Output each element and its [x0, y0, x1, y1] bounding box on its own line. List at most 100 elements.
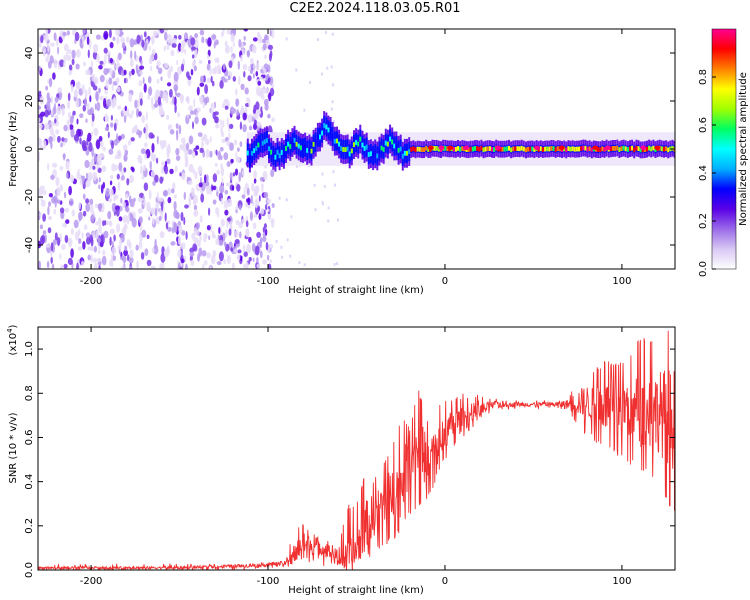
heatmap-cell	[46, 101, 51, 110]
heatmap-cell	[88, 86, 91, 97]
x-tick-label: -100	[257, 576, 280, 587]
heatmap-cell	[541, 147, 544, 152]
heatmap-cell	[156, 135, 159, 145]
heatmap-cell	[256, 263, 261, 269]
heatmap-cell	[159, 231, 165, 239]
heatmap-cell	[179, 172, 182, 177]
heatmap-cell	[254, 186, 259, 196]
heatmap-cell	[264, 165, 267, 169]
heatmap-cell	[194, 38, 199, 49]
heatmap-cell	[143, 182, 149, 191]
heatmap-cell	[618, 147, 621, 152]
heatmap-cell	[130, 137, 135, 142]
heatmap-cell	[240, 83, 245, 91]
heatmap-cell	[246, 243, 251, 254]
heatmap-cell	[149, 160, 152, 171]
heatmap-cell	[663, 146, 665, 152]
heatmap-cell	[646, 146, 648, 152]
heatmap-cell	[209, 190, 213, 195]
heatmap-cell	[207, 54, 210, 60]
heatmap-cell	[197, 165, 203, 175]
heatmap-cell	[265, 138, 268, 143]
heatmap-cell	[64, 137, 68, 143]
heatmap-cell	[120, 36, 125, 43]
heatmap-cell	[55, 176, 60, 187]
heatmap-cell	[529, 146, 532, 152]
heatmap-cell	[637, 146, 640, 151]
heatmap-cell	[41, 234, 46, 245]
heatmap-cell	[120, 133, 125, 140]
heatmap-cell	[296, 164, 299, 168]
heatmap-cell	[178, 34, 182, 40]
heatmap-cell	[146, 259, 152, 267]
heatmap-cell	[204, 174, 207, 184]
heatmap-cell	[63, 60, 66, 68]
heatmap-cell	[140, 252, 145, 260]
heatmap-cell	[252, 37, 258, 42]
heatmap-cell	[219, 147, 224, 152]
heatmap-cell	[138, 91, 144, 101]
heatmap-cell	[418, 146, 421, 152]
heatmap-cell	[98, 177, 101, 183]
heatmap-cell	[406, 150, 408, 156]
heatmap-cell	[241, 218, 245, 223]
heatmap-cell	[48, 136, 54, 143]
heatmap-cell	[136, 108, 140, 118]
heatmap-cell	[246, 49, 250, 58]
heatmap-cell	[99, 60, 104, 65]
heatmap-cell	[204, 138, 210, 146]
heatmap-cell	[194, 150, 198, 156]
heatmap-cell	[92, 51, 98, 60]
y-tick-label: 0.4	[24, 474, 35, 490]
heatmap-cell	[199, 95, 204, 103]
heatmap-cell	[158, 197, 164, 202]
heatmap-cell	[113, 164, 118, 171]
snr-x-axis: -200 -100 0 100	[80, 327, 631, 587]
heatmap-cell	[133, 197, 136, 202]
heatmap-cell	[274, 154, 277, 160]
heatmap-cell	[143, 127, 146, 134]
heatmap-cell	[61, 137, 65, 142]
heatmap-cell	[372, 153, 375, 159]
heatmap-cell	[550, 146, 553, 151]
heatmap-cell	[614, 146, 617, 151]
y-tick-label: 0.0	[24, 562, 35, 578]
heatmap-cell	[192, 151, 196, 159]
heatmap-cell	[153, 103, 159, 108]
heatmap-cell	[169, 168, 174, 175]
heatmap-cell	[136, 34, 141, 45]
heatmap-cell	[245, 229, 249, 237]
heatmap-cell	[243, 35, 246, 41]
heatmap-cell	[222, 63, 226, 70]
heatmap-cell	[121, 174, 125, 181]
heatmap-cell	[444, 145, 447, 151]
heatmap-cell	[259, 250, 263, 259]
heatmap-cell	[304, 144, 307, 150]
heatmap-cell	[534, 145, 540, 150]
heatmap-cell	[46, 92, 50, 101]
heatmap-cell	[289, 144, 292, 149]
heatmap-cell	[92, 171, 97, 181]
heatmap-cell	[108, 29, 112, 39]
y-tick-label: -20	[24, 189, 35, 205]
heatmap-cell	[98, 184, 101, 190]
heatmap-cell	[137, 197, 143, 203]
heatmap-cell	[139, 70, 144, 76]
heatmap-cell	[575, 146, 578, 152]
heatmap-cell	[160, 252, 166, 263]
heatmap-cell	[109, 228, 115, 235]
heatmap-cell	[167, 187, 171, 196]
heatmap-cell	[87, 171, 93, 182]
heatmap-cell	[218, 227, 221, 234]
heatmap-cell	[350, 148, 353, 154]
heatmap-cell	[144, 153, 147, 160]
heatmap-cell	[285, 198, 288, 202]
heatmap-cell	[209, 136, 212, 143]
heatmap-cell	[249, 57, 254, 65]
heatmap-cell	[224, 189, 229, 195]
heatmap-cell	[271, 220, 275, 228]
heatmap-cell	[267, 113, 271, 119]
heatmap-cell	[200, 75, 204, 84]
heatmap-cell	[48, 201, 52, 207]
